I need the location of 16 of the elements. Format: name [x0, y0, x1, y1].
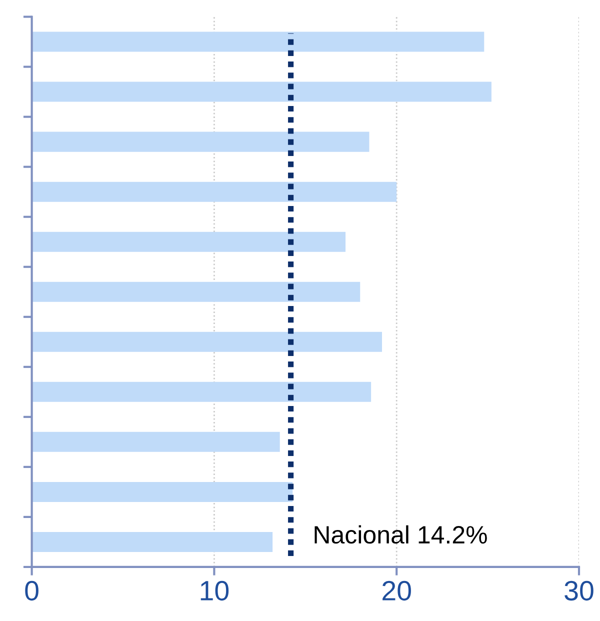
bar — [32, 282, 360, 302]
bar — [32, 332, 382, 352]
bar — [32, 482, 293, 502]
x-tick-label: 30 — [564, 580, 594, 601]
x-tick-label: 0 — [25, 580, 38, 601]
bar — [32, 382, 372, 402]
bar — [32, 532, 273, 552]
bar — [32, 32, 484, 52]
bar — [32, 82, 492, 102]
bar — [32, 232, 346, 252]
x-tick-label: 10 — [200, 580, 229, 601]
bar — [32, 132, 370, 152]
bar — [32, 432, 280, 452]
x-tick-label: 20 — [382, 580, 411, 601]
bar — [32, 182, 397, 202]
ref-line-label: Nacional 14.2% — [314, 525, 487, 544]
